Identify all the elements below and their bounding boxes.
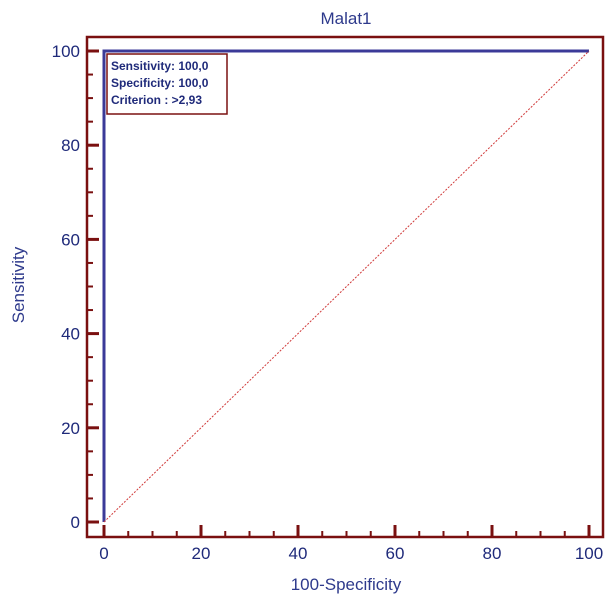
x-tick-label: 20 bbox=[192, 544, 211, 563]
x-tick-label: 100 bbox=[575, 544, 603, 563]
x-tick-label: 0 bbox=[99, 544, 108, 563]
y-axis-label: Sensitivity bbox=[9, 246, 28, 323]
x-tick-label: 80 bbox=[483, 544, 502, 563]
y-tick-label: 40 bbox=[61, 325, 80, 344]
y-tick-label: 60 bbox=[61, 230, 80, 249]
annotation-line: Sensitivity: 100,0 bbox=[111, 59, 209, 73]
y-tick-label: 20 bbox=[61, 419, 80, 438]
annotation-box: Sensitivity: 100,0 Specificity: 100,0 Crit… bbox=[106, 53, 228, 115]
annotation-frame bbox=[106, 53, 228, 115]
roc-curve bbox=[102, 49, 589, 522]
chart-title: Malat1 bbox=[320, 9, 371, 28]
diagonal-reference-line bbox=[103, 50, 590, 523]
x-tick-label: 60 bbox=[386, 544, 405, 563]
annotation-line: Specificity: 100,0 bbox=[111, 76, 209, 90]
y-tick-label: 100 bbox=[52, 42, 80, 61]
annotation-line: Criterion : >2,93 bbox=[111, 93, 202, 107]
x-tick-label: 40 bbox=[289, 544, 308, 563]
y-tick-label: 0 bbox=[71, 513, 80, 532]
y-tick-label: 80 bbox=[61, 136, 80, 155]
plot-area: 0 20 40 60 80 100 0 20 40 60 80 100 Sensitivity: 100… bbox=[52, 35, 605, 563]
x-axis-label: 100-Specificity bbox=[291, 575, 402, 594]
